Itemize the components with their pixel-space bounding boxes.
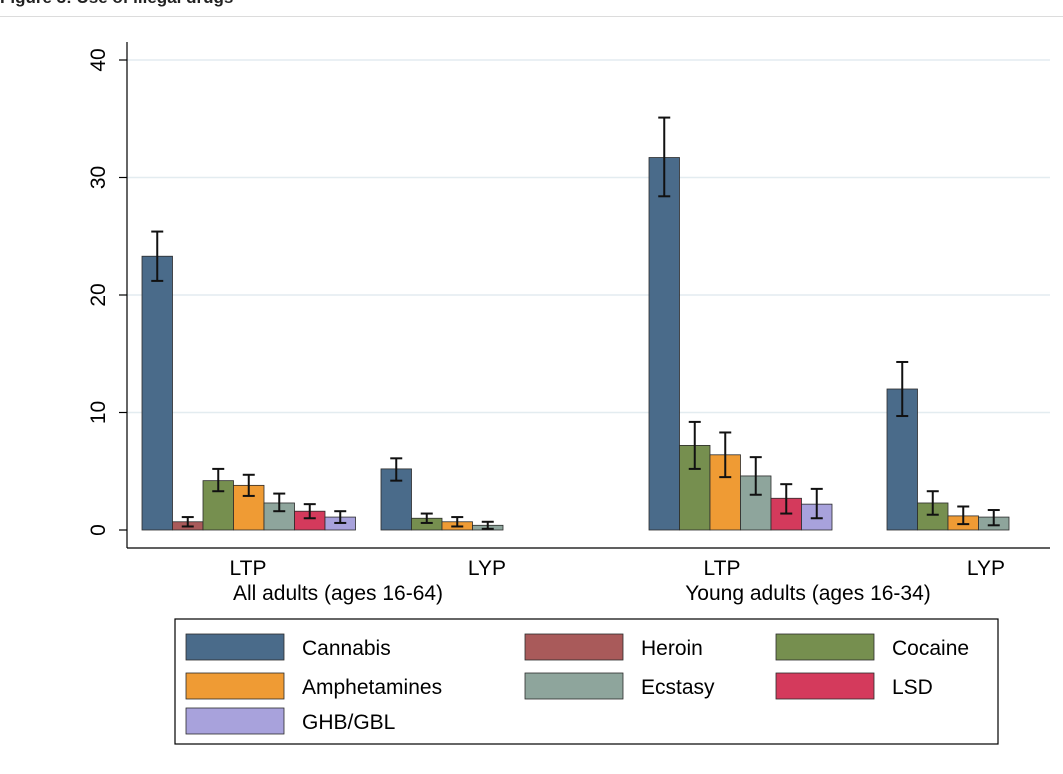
title-rule: [0, 16, 1063, 17]
y-tick-label: 40: [87, 48, 110, 71]
legend-swatch-cannabis: [185, 633, 285, 661]
y-tick-label: 0: [87, 524, 110, 536]
y-tick-label: 10: [87, 401, 110, 424]
x-tick-label: LYP: [967, 557, 1005, 580]
legend-label: Ecstasy: [641, 676, 715, 699]
legend-label: Cannabis: [302, 637, 391, 660]
legend-swatch-cocaine: [775, 633, 875, 661]
legend-swatch-heroin: [524, 633, 624, 661]
group-label: Young adults (ages 16-34): [685, 582, 931, 605]
legend-swatch-lsd: [775, 672, 875, 700]
legend-label: Heroin: [641, 637, 703, 660]
bar-cannabis: [141, 255, 173, 531]
legend-swatch-amphetamines: [185, 672, 285, 700]
legend-swatch-ecstasy: [524, 672, 624, 700]
group-label: All adults (ages 16-64): [233, 582, 443, 605]
x-tick-label: LTP: [704, 557, 741, 580]
y-tick-label: 20: [87, 283, 110, 306]
legend-label: Amphetamines: [302, 676, 442, 699]
legend-label: Cocaine: [892, 637, 969, 660]
x-tick-label: LYP: [468, 557, 506, 580]
y-tick-label: 30: [87, 166, 110, 189]
bar-cannabis: [648, 157, 680, 531]
legend-label: LSD: [892, 676, 933, 699]
legend-label: GHB/GBL: [302, 711, 395, 734]
figure-title: Figure 3: Use of illegal drugs: [0, 0, 1063, 16]
legend-swatch-ghb-gbl: [185, 707, 285, 735]
x-tick-label: LTP: [230, 557, 267, 580]
